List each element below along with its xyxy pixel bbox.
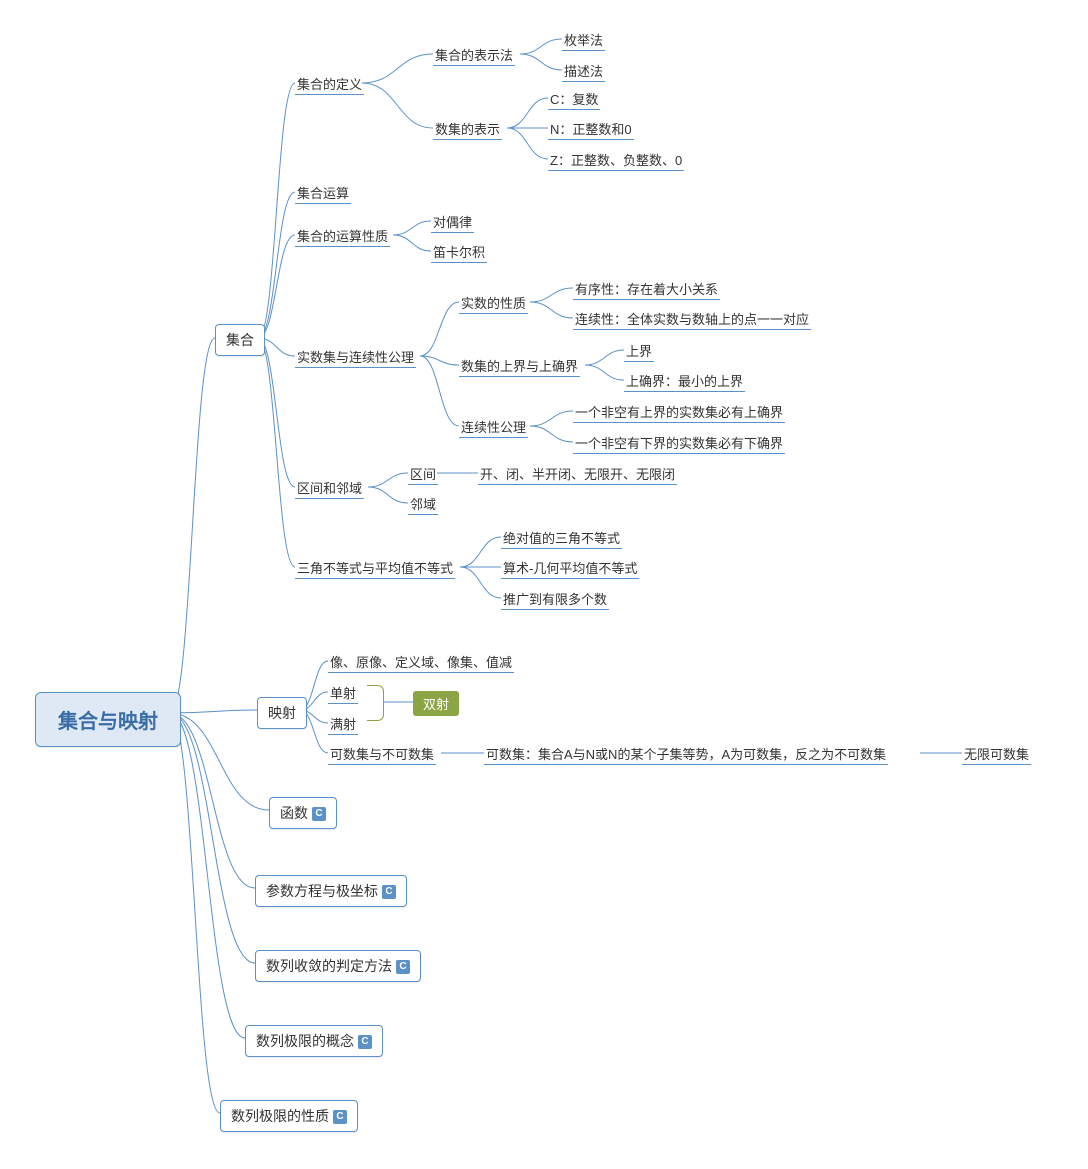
node-n2[interactable]: 映射: [257, 697, 307, 729]
node-b3: 满射: [328, 713, 358, 735]
node-a411: 有序性：存在着大小关系: [573, 278, 720, 300]
node-a122: N：正整数和0: [548, 118, 634, 140]
node-n4[interactable]: 参数方程与极坐标C: [255, 875, 407, 907]
edge-layer: [0, 0, 1088, 1169]
node-a412: 连续性：全体实数与数轴上的点一一对应: [573, 308, 811, 330]
node-n5[interactable]: 数列收敛的判定方法C: [255, 950, 421, 982]
node-a62: 算术-几何平均值不等式: [501, 557, 639, 579]
node-a11: 集合的表示法: [433, 44, 515, 66]
collapse-icon: C: [358, 1035, 372, 1049]
node-b1: 像、原像、定义域、像集、值减: [328, 651, 514, 673]
collapse-icon: C: [333, 1110, 347, 1124]
node-b2: 单射: [328, 682, 358, 704]
node-n1[interactable]: 集合: [215, 324, 265, 356]
node-n7[interactable]: 数列极限的性质C: [220, 1100, 358, 1132]
node-a5: 区间和邻域: [295, 477, 364, 499]
node-a511: 开、闭、半开闭、无限开、无限闭: [478, 463, 677, 485]
node-b4: 可数集与不可数集: [328, 743, 436, 765]
node-a12: 数集的表示: [433, 118, 502, 140]
node-a431: 一个非空有上界的实数集必有上确界: [573, 401, 785, 423]
node-a121: C：复数: [548, 88, 600, 110]
node-a51: 区间: [408, 463, 438, 485]
node-n3[interactable]: 函数C: [269, 797, 337, 829]
node-a421: 上界: [624, 340, 654, 362]
collapse-icon: C: [396, 960, 410, 974]
node-a3: 集合的运算性质: [295, 225, 390, 247]
node-a43: 连续性公理: [459, 416, 528, 438]
node-a63: 推广到有限多个数: [501, 588, 609, 610]
node-a32: 笛卡尔积: [431, 241, 487, 263]
node-b41: 可数集：集合A与N或N的某个子集等势，A为可数集，反之为不可数集: [484, 743, 888, 765]
node-a111: 枚举法: [562, 29, 605, 51]
node-a1: 集合的定义: [295, 73, 364, 95]
node-a422: 上确界：最小的上界: [624, 370, 745, 392]
node-a432: 一个非空有下界的实数集必有下确界: [573, 432, 785, 454]
node-n6[interactable]: 数列极限的概念C: [245, 1025, 383, 1057]
group-bracket: [367, 685, 384, 721]
node-a41: 实数的性质: [459, 292, 528, 314]
node-a52: 邻域: [408, 493, 438, 515]
node-a123: Z：正整数、负整数、0: [548, 149, 684, 171]
node-a2: 集合运算: [295, 182, 351, 204]
node-a112: 描述法: [562, 60, 605, 82]
root-node[interactable]: 集合与映射: [35, 692, 181, 747]
node-a31: 对偶律: [431, 211, 474, 233]
node-b411: 无限可数集: [962, 743, 1031, 765]
node-a6: 三角不等式与平均值不等式: [295, 557, 455, 579]
collapse-icon: C: [382, 885, 396, 899]
node-a4: 实数集与连续性公理: [295, 346, 416, 368]
node-a42: 数集的上界与上确界: [459, 355, 580, 377]
node-a61: 绝对值的三角不等式: [501, 527, 622, 549]
badge-bijection: 双射: [413, 691, 459, 716]
mindmap-canvas: 集合与映射 集合映射函数C 参数方程与极坐标C 数列收敛的判定方法C 数列极限的概念C 数…: [0, 0, 1088, 1169]
collapse-icon: C: [312, 807, 326, 821]
